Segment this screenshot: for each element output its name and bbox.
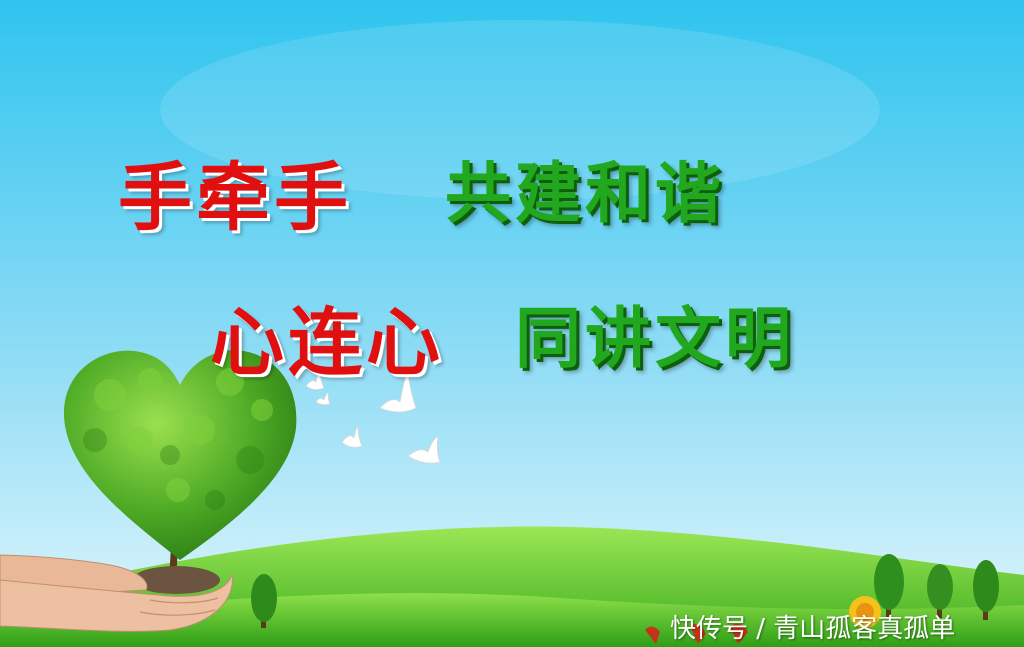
hands	[0, 554, 233, 632]
headline-line1-green: 共建和谐	[445, 155, 725, 232]
doves	[305, 369, 441, 464]
watermark-text: 快传号 / 青山孤客真孤单	[670, 614, 956, 644]
dove	[315, 391, 331, 406]
sun-glow	[160, 20, 880, 200]
heart-tree	[63, 350, 297, 591]
dove	[407, 435, 441, 464]
small-trees	[251, 554, 999, 628]
headline-line2-green: 同讲文明	[515, 300, 795, 377]
small-tree	[874, 554, 904, 618]
headline-line1-red: 手牵手	[118, 155, 352, 241]
logo-icon	[849, 596, 881, 628]
small-tree	[973, 560, 999, 620]
soil	[132, 566, 220, 594]
small-tree	[251, 574, 277, 628]
small-tree	[927, 564, 953, 618]
headline-line2-red: 心连心	[210, 300, 444, 386]
dove	[341, 425, 363, 448]
dove	[379, 369, 417, 413]
stamp-icon	[645, 624, 748, 644]
dove	[305, 369, 325, 390]
